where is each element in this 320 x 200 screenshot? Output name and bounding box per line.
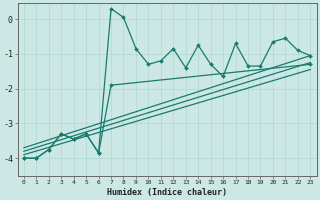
X-axis label: Humidex (Indice chaleur): Humidex (Indice chaleur) [107, 188, 227, 197]
